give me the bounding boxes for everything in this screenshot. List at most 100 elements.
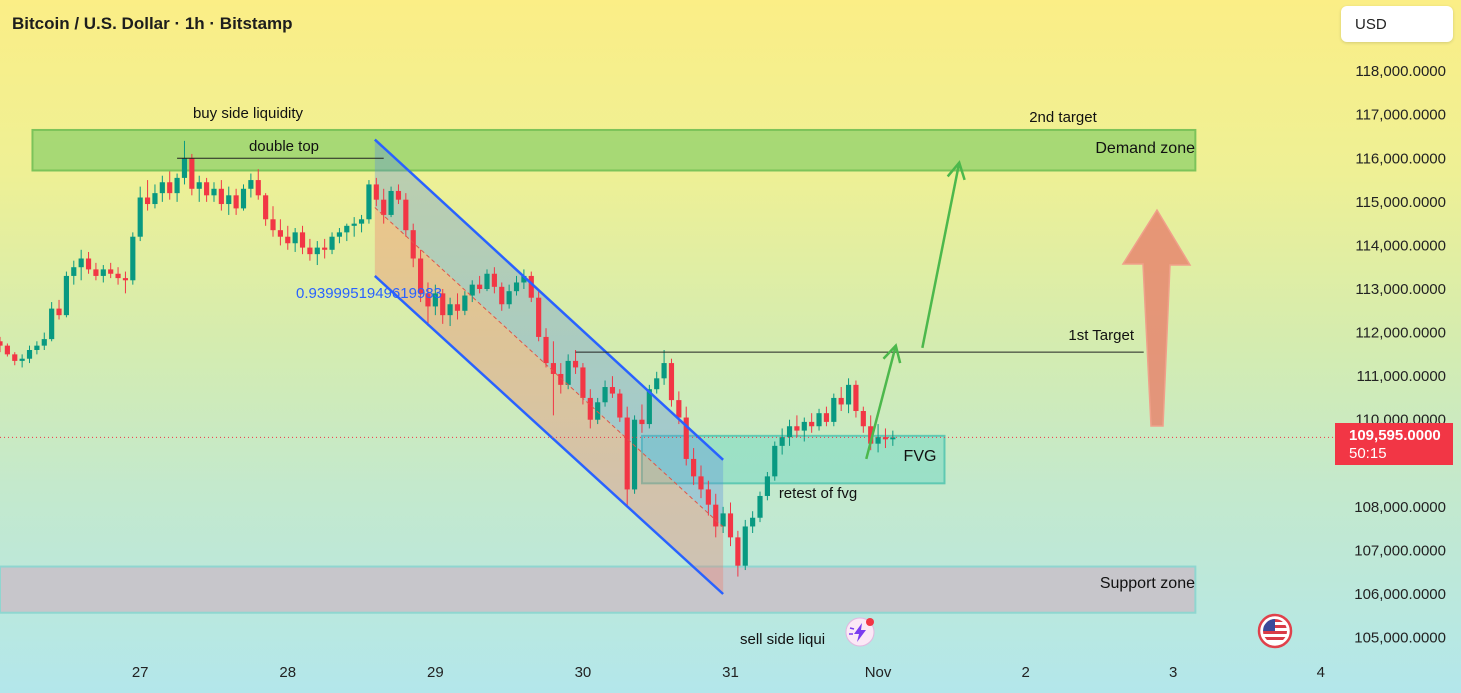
candle-body [853,384,859,411]
candle [263,193,269,226]
candle-body [181,158,188,178]
candle-body [336,232,343,237]
candle [100,265,106,283]
y-tick-label: 115,000.0000 [1355,194,1446,211]
us-flag-icon [1257,613,1293,649]
candle [477,275,483,294]
y-tick-label: 112,000.0000 [1355,325,1446,342]
candle-body [513,282,520,292]
candle [432,284,438,316]
candle-body [211,188,217,196]
candle [226,186,232,215]
candle [639,404,645,433]
candle [779,428,785,455]
candle-body [130,236,136,281]
candle-body [277,230,283,237]
candle-body [875,437,881,444]
candle-body [713,504,719,527]
candle [248,173,254,198]
candle [705,480,711,516]
candle [602,380,608,407]
zone-support-zone [0,565,1197,614]
overlay-layer [0,138,1335,595]
candle [0,336,3,353]
candle-body [639,419,645,425]
candle [204,177,210,202]
candle-body [624,417,630,490]
currency-button[interactable]: USD [1341,6,1453,42]
candle-body [772,445,778,477]
candle [108,262,114,279]
countdown-value: 50:15 [1349,445,1387,462]
candle [528,271,534,303]
candle-body [691,458,697,477]
candle-body [41,339,47,346]
candle-body [100,269,106,276]
lightning-badge-icon[interactable] [845,617,875,647]
channel-mid-line [374,207,724,528]
x-tick-label: 28 [279,664,296,681]
candle-body [440,293,446,316]
candle-body [122,278,129,281]
candle-body [144,197,151,205]
candle-body [565,360,571,385]
target-arrow [921,160,966,349]
candle [49,302,55,342]
candle [115,267,121,285]
candle-body [860,411,866,427]
y-tick-label: 111,000.0000 [1356,368,1446,385]
candle-body [447,304,453,316]
candle [875,424,881,453]
candle [403,193,409,237]
last-price-badge: 109,595.0000 50:15 [1335,423,1453,465]
candle [211,182,217,202]
candle-body [801,421,807,431]
support-zone-label: Support zone [1100,575,1195,592]
sell-side-liquidity-label: sell side liqui [740,631,825,648]
candle [34,341,40,355]
candle-body [137,197,143,237]
candle [506,284,512,309]
candle [85,251,92,274]
candle-body [469,284,475,296]
candle-body [543,336,549,364]
y-tick-label: 108,000.0000 [1354,499,1446,516]
candle [418,249,424,303]
candle [668,358,675,407]
candle-body [845,384,852,405]
first-target-label: 1st Target [1068,327,1134,344]
candle-body [602,387,608,403]
candle [617,389,623,422]
candle [853,380,859,418]
x-tick-label: Nov [865,664,892,681]
candle-body [668,363,675,401]
candle [152,184,158,209]
candle [174,173,180,202]
candle-body [617,393,623,418]
candle-body [204,182,210,196]
candle-body [654,378,660,390]
candle-body [595,402,601,420]
candle [713,493,719,538]
candle-body [425,293,431,307]
candle [307,238,313,261]
candle-body [12,354,18,361]
candle [440,289,446,324]
y-tick-label: 118,000.0000 [1355,63,1446,80]
candle-body [314,247,320,255]
candle-body [366,184,372,220]
candle-body [890,437,896,440]
candle-body [868,426,874,444]
candle-body [263,195,269,220]
candle-body [816,413,822,427]
candle [240,184,247,211]
candle-body [454,304,461,311]
candle [698,465,704,499]
last-price-value: 109,595.0000 [1349,427,1441,444]
candle [654,371,660,394]
y-tick-label: 105,000.0000 [1354,630,1446,647]
candle [122,271,129,294]
candle-body [344,225,350,233]
